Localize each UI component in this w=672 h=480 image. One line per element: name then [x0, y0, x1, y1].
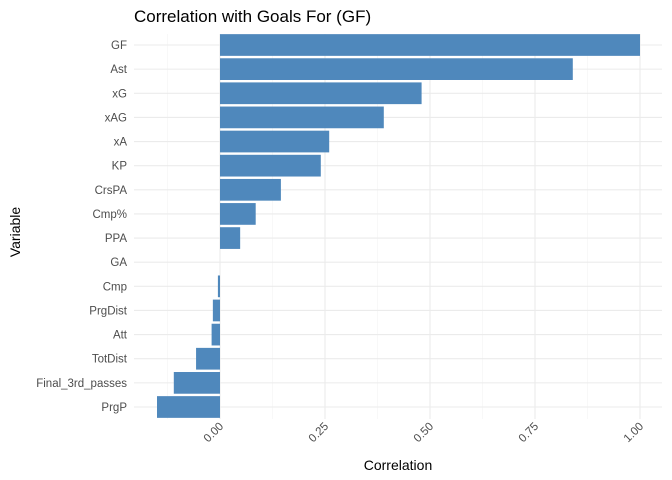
y-tick-label: xA — [114, 137, 128, 149]
x-tick-label: 1.00 — [622, 421, 646, 445]
y-tick-label: xAG — [105, 112, 127, 124]
x-tick-label: 0.75 — [517, 421, 541, 445]
y-tick-label: PrgP — [101, 402, 127, 414]
y-tick-label: Att — [113, 330, 128, 342]
y-tick-labels: GF Ast xG xAG xA KP CrsPA Cmp% PPA GA Cmp PrgDist At… — [36, 40, 128, 414]
x-tick-labels: 0.00 0.25 0.50 0.75 1.00 — [202, 421, 646, 445]
bar-cmp — [217, 275, 220, 298]
bar-totdist — [196, 347, 220, 370]
bar-xg — [220, 82, 422, 105]
bar-att — [211, 323, 220, 346]
bars — [157, 34, 640, 418]
bar-final-3rd-passes — [173, 372, 220, 394]
y-tick-label: PrgDist — [89, 305, 128, 317]
y-tick-label: KP — [112, 161, 128, 173]
y-tick-label: xG — [112, 88, 127, 100]
y-tick-label: Ast — [110, 64, 127, 76]
chart-title: Correlation with Goals For (GF) — [134, 7, 371, 26]
x-tick-label: 0.00 — [202, 421, 226, 445]
y-tick-label: TotDist — [92, 354, 128, 366]
bar-ppa — [220, 227, 241, 249]
bar-xag — [220, 106, 384, 129]
y-tick-label: Cmp — [103, 281, 127, 293]
y-tick-label: GA — [110, 257, 127, 269]
y-tick-label: CrsPA — [95, 185, 128, 197]
y-axis-title: Variable — [7, 207, 23, 258]
x-axis-title: Correlation — [364, 457, 432, 473]
bar-prgp — [157, 396, 220, 418]
x-tick-label: 0.25 — [307, 421, 331, 445]
bar-prgdist — [212, 299, 220, 322]
y-tick-label: GF — [111, 40, 127, 52]
y-tick-label: Cmp% — [92, 209, 127, 221]
y-tick-label: Final_3rd_passes — [36, 378, 127, 390]
y-tick-label: PPA — [105, 233, 127, 245]
x-tick-label: 0.50 — [412, 421, 436, 445]
bar-crspa — [220, 178, 281, 201]
bar-xa — [220, 130, 330, 153]
bar-kp — [220, 154, 321, 177]
bar-gf — [220, 34, 640, 56]
bar-cmp- — [220, 203, 256, 225]
bar-ast — [220, 58, 573, 80]
